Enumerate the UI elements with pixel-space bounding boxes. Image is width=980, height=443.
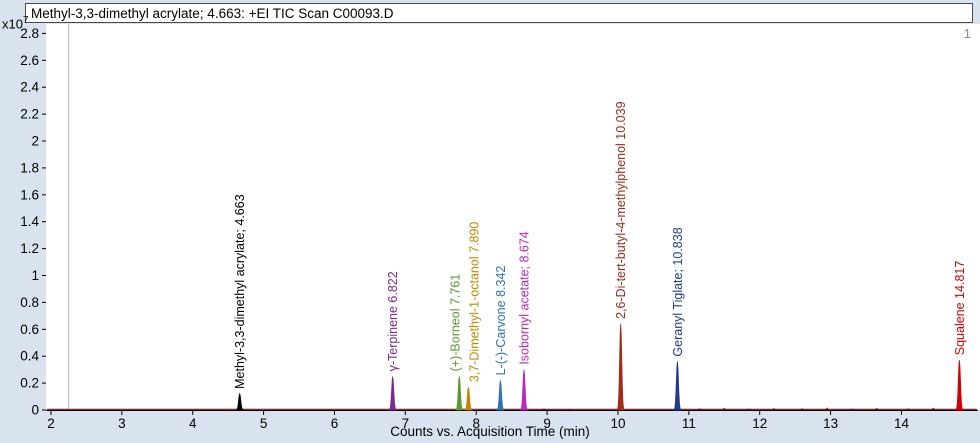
baseline-noise-bump [874,407,879,411]
peak[interactable] [464,387,473,411]
chromatogram-title-bar: Methyl-3,3-dimethyl acrylate; 4.663: +EI… [25,3,973,23]
x-axis-tick-label: 6 [331,416,339,431]
x-axis-tick-label: 12 [752,416,767,431]
y-axis-tick-label: 2.4 [20,80,39,95]
y-axis-tick-label: 1.6 [20,187,39,202]
y-axis-scale-label: x107 [2,15,29,31]
x-axis-tick-label: 13 [823,416,838,431]
x-axis-tick-label: 3 [118,416,126,431]
baseline-noise-bump [771,408,777,411]
peak[interactable] [455,376,464,411]
x-axis-tick-label: 14 [894,416,910,431]
peak-label: Isobornyl acetate; 8.674 [517,231,531,364]
y-axis-tick-label: 0.8 [20,295,39,310]
y-scale-exponent: 7 [22,15,29,26]
y-axis-tick-label: 1 [31,268,39,283]
y-axis-tick-label: 1.4 [20,214,39,229]
y-axis-tick-label: 2 [31,134,39,149]
peak-label: 3,7-Dimethyl-1-octanol 7.890 [467,222,481,383]
peak-label: γ-Terpinene 6.822 [386,271,400,371]
y-axis-tick-label: 2.8 [20,26,39,41]
baseline-noise-bump [746,408,752,411]
chromatogram-title: Methyl-3,3-dimethyl acrylate; 4.663: +EI… [31,5,394,21]
plot-index-label: 1 [963,26,971,41]
plot-background [46,24,980,410]
y-axis-tick-label: 0.4 [20,349,39,364]
x-axis-tick-label: 10 [610,416,625,431]
baseline-noise-bump [722,407,727,411]
x-axis-tick-label: 11 [682,416,696,431]
peak-label: Methyl-3,3-dimethyl acrylate; 4.663 [233,194,247,389]
peak[interactable] [235,392,244,411]
y-axis-tick-label: 0.2 [20,376,39,391]
peak[interactable] [673,361,682,411]
peak-label: L-(-)-Carvone 8.342 [494,266,508,376]
y-scale-base: x10 [2,16,23,32]
peak-label: (+)-Borneol 7.761 [448,274,462,372]
baseline-noise-bump [541,408,546,411]
baseline-noise-bump [800,408,805,411]
baseline-noise-bump [566,408,571,411]
peak-label: 2,6-Di-tert-butyl-4-methylphenol 10.039 [614,101,628,319]
y-axis-tick-label: 1.8 [20,160,39,175]
peak[interactable] [388,376,397,411]
y-axis-tick-label: 2.6 [20,53,39,68]
baseline-noise-bump [824,407,830,411]
baseline-noise-bump [906,408,911,411]
x-axis-tick-label: 8 [472,416,480,431]
x-axis-tick-label: 4 [189,416,197,431]
peak-label: Squalene 14.817 [953,261,967,356]
y-axis-tick-label: 0.6 [20,322,39,337]
peak[interactable] [496,380,505,411]
x-axis-tick-label: 5 [260,416,268,431]
x-axis-tick-label: 7 [402,416,410,431]
peak-label: Geranyl Tiglate; 10.838 [671,227,685,356]
baseline-noise-bump [697,408,702,411]
baseline-noise-bump [931,407,936,411]
y-axis-tick-label: 0 [31,403,39,418]
x-axis-tick-label: 9 [543,416,551,431]
y-axis-tick-label: 2.2 [20,107,39,122]
peak[interactable] [955,360,964,411]
peak[interactable] [519,369,529,411]
x-axis-tick-label: 2 [47,416,55,431]
y-axis-tick-label: 1.2 [20,241,39,256]
baseline-noise-bump [849,408,854,411]
peak[interactable] [616,323,626,411]
